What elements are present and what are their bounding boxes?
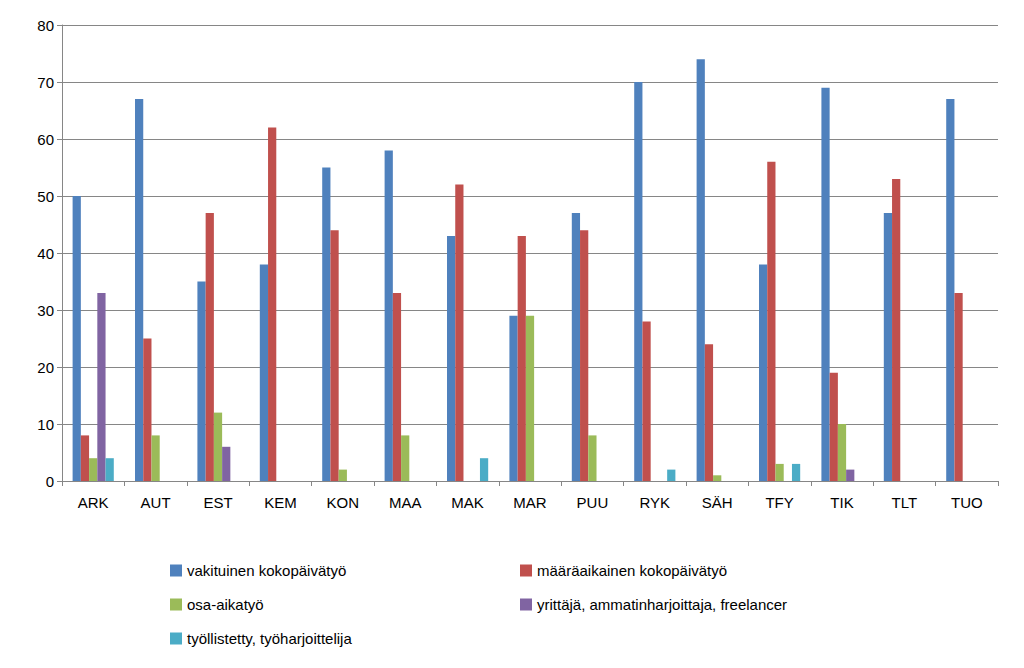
svg-text:80: 80: [37, 17, 54, 34]
svg-text:osa-aikatyö: osa-aikatyö: [187, 596, 264, 613]
svg-text:vakituinen kokopäivätyö: vakituinen kokopäivätyö: [187, 562, 346, 579]
svg-text:50: 50: [37, 188, 54, 205]
svg-text:40: 40: [37, 245, 54, 262]
svg-text:RYK: RYK: [640, 494, 671, 511]
svg-text:KON: KON: [327, 494, 360, 511]
svg-text:määräaikainen kokopäivätyö: määräaikainen kokopäivätyö: [537, 562, 727, 579]
svg-text:60: 60: [37, 131, 54, 148]
svg-text:TLT: TLT: [892, 494, 918, 511]
svg-text:0: 0: [46, 473, 54, 490]
svg-text:TUO: TUO: [951, 494, 983, 511]
svg-text:PUU: PUU: [577, 494, 609, 511]
svg-text:SÄH: SÄH: [702, 494, 733, 511]
svg-text:AUT: AUT: [141, 494, 171, 511]
svg-text:10: 10: [37, 416, 54, 433]
svg-text:työllistetty, työharjoittelija: työllistetty, työharjoittelija: [187, 630, 352, 647]
svg-text:TFY: TFY: [765, 494, 793, 511]
svg-text:MAK: MAK: [451, 494, 484, 511]
svg-text:MAA: MAA: [389, 494, 422, 511]
svg-text:70: 70: [37, 74, 54, 91]
svg-text:TIK: TIK: [830, 494, 853, 511]
svg-text:30: 30: [37, 302, 54, 319]
svg-text:KEM: KEM: [264, 494, 297, 511]
svg-text:MAR: MAR: [513, 494, 547, 511]
svg-text:yrittäjä, ammatinharjoittaja,: yrittäjä, ammatinharjoittaja, freelancer: [537, 596, 787, 613]
svg-text:20: 20: [37, 359, 54, 376]
svg-text:ARK: ARK: [78, 494, 109, 511]
svg-text:EST: EST: [203, 494, 232, 511]
